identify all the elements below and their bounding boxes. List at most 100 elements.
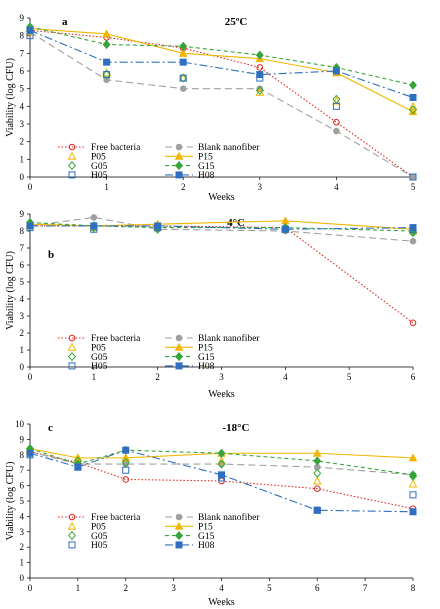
x-tick-label: 5 <box>347 372 352 382</box>
series-h08 <box>26 222 417 233</box>
x-axis-label: Weeks <box>208 192 235 203</box>
chart-title: 4°C <box>227 217 245 229</box>
data-point <box>121 453 131 462</box>
legend-item: Blank nanofiber <box>165 333 260 344</box>
legend-label: P05 <box>91 344 106 354</box>
legend-marker <box>67 151 77 160</box>
legend-marker <box>175 334 183 342</box>
data-point <box>333 118 340 126</box>
x-tick-label: 4 <box>283 372 288 382</box>
data-point <box>122 466 130 474</box>
data-point <box>218 471 225 479</box>
x-tick-label: 2 <box>155 372 160 382</box>
legend-marker <box>68 362 76 370</box>
legend-label: H05 <box>91 171 108 181</box>
y-tick-label: 6 <box>20 481 25 491</box>
legend-item: G05 <box>68 352 108 363</box>
series-h08 <box>26 446 417 516</box>
data-point <box>102 39 111 50</box>
data-point <box>178 48 188 57</box>
y-tick-label: 3 <box>20 527 25 537</box>
legend-marker <box>68 541 76 549</box>
panel-label: a <box>62 16 68 28</box>
data-point <box>90 214 98 221</box>
legend-marker <box>175 352 183 362</box>
legend-marker <box>174 342 184 351</box>
legend-marker <box>175 531 183 541</box>
data-point <box>408 479 418 488</box>
legend-marker <box>175 171 183 179</box>
y-axis-label: Viability (log CFU) <box>5 251 16 330</box>
legend-marker <box>175 541 183 549</box>
legend-item: P05 <box>67 521 106 533</box>
legend-label: P15 <box>198 153 213 163</box>
y-tick-label: 10 <box>15 419 25 429</box>
legend-label: P15 <box>198 344 213 354</box>
legend-label: Free bacteria <box>91 513 141 523</box>
data-point <box>179 73 188 83</box>
legend-label: H08 <box>198 541 215 551</box>
chart-title: 25ºC <box>225 16 248 28</box>
x-tick-label: 4 <box>219 583 224 593</box>
series-p05 <box>25 221 418 235</box>
legend-marker <box>68 171 76 179</box>
y-tick-label: 4 <box>20 294 25 304</box>
data-point <box>409 237 417 245</box>
legend-item: G15 <box>165 531 215 542</box>
y-tick-label: 3 <box>20 311 25 321</box>
legend: Free bacteria Blank nanofiber P05 P15 G05 G15… <box>58 142 260 181</box>
data-point <box>313 456 322 466</box>
legend: Free bacteria Blank nanofiber P05 P15 G05 G15… <box>58 333 260 372</box>
data-point <box>74 463 82 471</box>
series-g15 <box>26 217 417 236</box>
legend-item: H05 <box>68 541 108 551</box>
data-point <box>333 127 340 135</box>
data-point <box>332 67 340 75</box>
data-point <box>281 225 289 233</box>
y-tick-label: 0 <box>20 573 25 583</box>
series-line <box>29 26 414 86</box>
data-point <box>256 64 264 71</box>
legend-marker <box>175 143 183 151</box>
data-point <box>102 29 111 38</box>
data-point <box>409 491 417 499</box>
x-tick-label: 5 <box>411 182 416 192</box>
x-tick-label: 1 <box>104 182 109 192</box>
legend-label: Free bacteria <box>91 143 141 153</box>
data-point <box>409 470 417 480</box>
data-point <box>409 224 417 232</box>
x-tick-label: 3 <box>219 372 224 382</box>
x-axis-label: Weeks <box>208 389 235 400</box>
legend-marker <box>67 521 77 530</box>
legend-item: H05 <box>68 171 108 181</box>
series-h08 <box>26 26 417 101</box>
y-tick-label: 3 <box>20 119 25 129</box>
series-line <box>30 225 414 324</box>
series-line <box>29 449 414 513</box>
legend-label: G15 <box>198 162 215 172</box>
x-tick-label: 1 <box>92 372 97 382</box>
legend-label: G05 <box>91 532 108 542</box>
series-line <box>29 448 414 459</box>
legend-label: H08 <box>198 171 215 181</box>
series-p15 <box>25 24 418 116</box>
y-tick-label: 9 <box>20 13 25 23</box>
y-tick-label: 1 <box>20 558 25 568</box>
data-point <box>313 506 321 514</box>
y-tick-label: 5 <box>20 496 25 506</box>
legend-label: G15 <box>198 532 215 542</box>
x-tick-label: 1 <box>76 583 81 593</box>
data-point <box>179 41 188 51</box>
series-free-bacteria <box>26 27 417 181</box>
legend-item: Free bacteria <box>58 143 141 153</box>
panel-label: b <box>48 249 54 261</box>
data-point <box>179 74 187 82</box>
x-tick-label: 4 <box>334 182 339 192</box>
legend-item: Free bacteria <box>58 334 141 344</box>
y-tick-label: 7 <box>20 48 25 58</box>
x-tick-label: 3 <box>258 182 263 192</box>
legend-item: G05 <box>68 531 108 542</box>
data-point <box>122 476 130 483</box>
data-point <box>255 85 264 95</box>
